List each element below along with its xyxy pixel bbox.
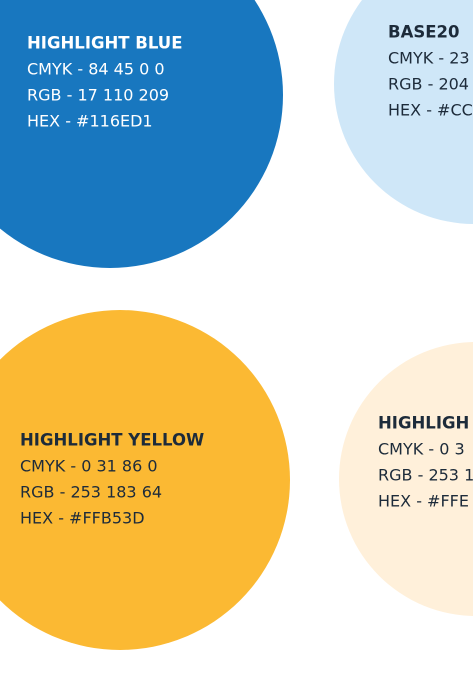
swatch-title: BASE20 xyxy=(388,23,459,42)
swatch-rgb: RGB - 17 110 209 xyxy=(27,86,169,105)
swatch-hex: HEX - #FFE xyxy=(378,492,469,511)
swatch-rgb: RGB - 204 xyxy=(388,75,469,94)
swatch-title: HIGHLIGH xyxy=(378,414,469,433)
swatch-rgb: RGB - 253 1 xyxy=(378,466,473,485)
swatch-hex: HEX - #CC xyxy=(388,101,473,120)
swatch-title: HIGHLIGHT YELLOW xyxy=(20,431,204,450)
swatch-cmyk: CMYK - 0 31 86 0 xyxy=(20,457,158,476)
cream-swatch xyxy=(339,342,473,616)
swatch-hex: HEX - #FFB53D xyxy=(20,509,145,528)
swatch-title: HIGHLIGHT BLUE xyxy=(27,34,182,53)
blue-swatch xyxy=(0,0,283,268)
yellow-swatch xyxy=(0,310,290,650)
swatch-cmyk: CMYK - 23 xyxy=(388,49,470,68)
swatch-cmyk: CMYK - 84 45 0 0 xyxy=(27,60,165,79)
light-blue-swatch xyxy=(334,0,473,224)
swatch-rgb: RGB - 253 183 64 xyxy=(20,483,162,502)
swatch-hex: HEX - #116ED1 xyxy=(27,112,153,131)
swatch-cmyk: CMYK - 0 3 xyxy=(378,440,465,459)
